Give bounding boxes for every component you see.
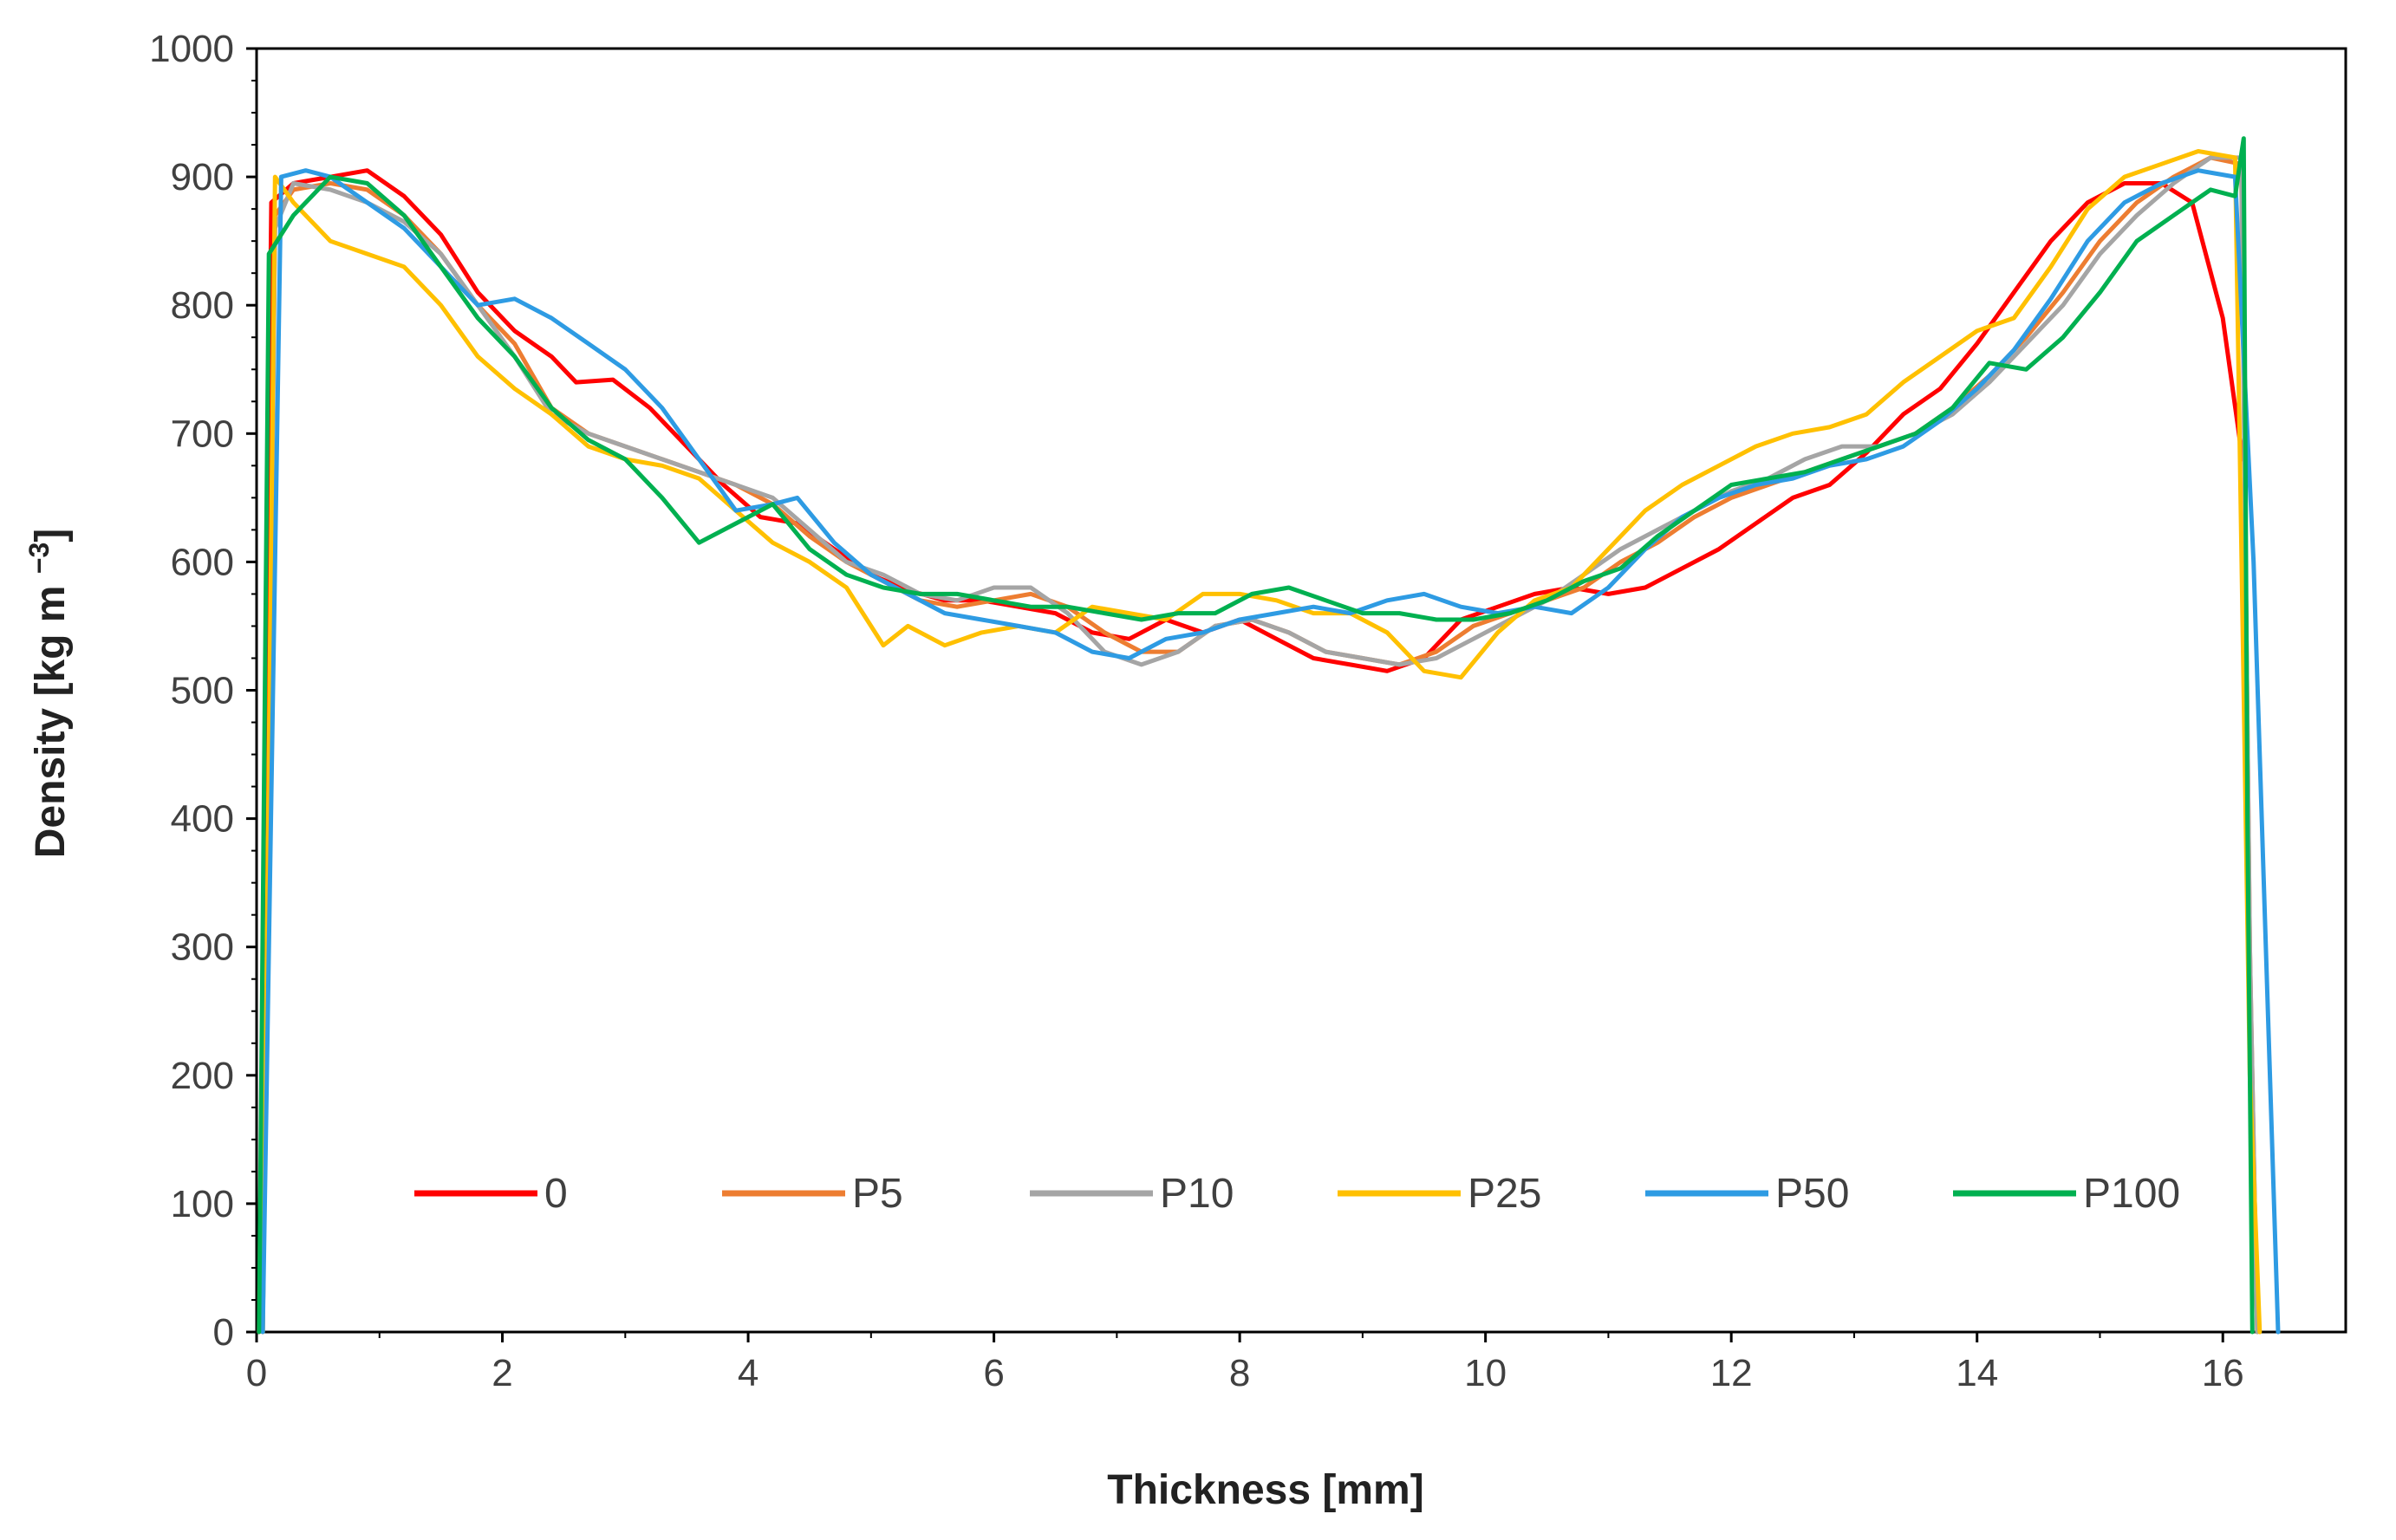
series-line-0 <box>257 168 2245 1335</box>
legend-label-0: 0 <box>544 1171 568 1217</box>
legend-entry-P25: P25 <box>1338 1171 1541 1217</box>
legend: 0 P5 P10 P25 P50 P100 <box>414 1171 2180 1217</box>
legend-entry-P10: P10 <box>1030 1171 1234 1217</box>
y-tick-label-900: 900 <box>171 156 234 198</box>
series-line-P5 <box>260 155 2260 1335</box>
x-tick-label-2: 2 <box>492 1352 512 1394</box>
x-tick-label-14: 14 <box>1956 1352 1998 1394</box>
legend-label-P5: P5 <box>852 1171 903 1217</box>
y-tick-label-700: 700 <box>171 413 234 455</box>
legend-entry-0: 0 <box>414 1171 568 1217</box>
y-tick-label-300: 300 <box>171 926 234 969</box>
y-tick-label-1000: 1000 <box>149 28 234 70</box>
x-tick-label-16: 16 <box>2202 1352 2244 1394</box>
x-axis: 0 2 4 6 8 10 12 14 16 <box>246 1332 2244 1394</box>
x-tick-label-6: 6 <box>983 1352 1004 1394</box>
y-tick-label-500: 500 <box>171 670 234 712</box>
y-tick-label-600: 600 <box>171 541 234 583</box>
series-layer <box>257 136 2281 1335</box>
legend-entry-P50: P50 <box>1645 1171 1849 1217</box>
legend-label-P25: P25 <box>1468 1171 1541 1217</box>
legend-entry-P5: P5 <box>722 1171 903 1217</box>
x-tick-label-0: 0 <box>246 1352 267 1394</box>
x-tick-label-8: 8 <box>1229 1352 1250 1394</box>
y-tick-label-800: 800 <box>171 284 234 327</box>
series-line-P10 <box>260 155 2260 1335</box>
legend-label-P10: P10 <box>1160 1171 1234 1217</box>
plot-frame <box>255 47 2347 1334</box>
legend-label-P50: P50 <box>1775 1171 1849 1217</box>
legend-entry-P100: P100 <box>1953 1171 2180 1217</box>
y-tick-label-400: 400 <box>171 798 234 841</box>
series-line-P100 <box>257 136 2255 1335</box>
y-tick-label-100: 100 <box>171 1183 234 1225</box>
legend-label-P100: P100 <box>2083 1171 2180 1217</box>
x-axis-title: Thickness [mm] <box>1107 1467 1423 1513</box>
y-axis: 0 100 200 300 400 500 600 700 800 900 1000 <box>149 28 257 1354</box>
x-tick-label-12: 12 <box>1710 1352 1753 1394</box>
x-tick-label-10: 10 <box>1464 1352 1507 1394</box>
y-tick-label-0: 0 <box>213 1311 234 1354</box>
x-tick-label-4: 4 <box>738 1352 759 1394</box>
y-axis-title: Density [kg m −3] <box>23 529 74 859</box>
series-line-P50 <box>260 168 2281 1335</box>
y-tick-label-200: 200 <box>171 1055 234 1097</box>
series-line-P25 <box>260 149 2263 1335</box>
